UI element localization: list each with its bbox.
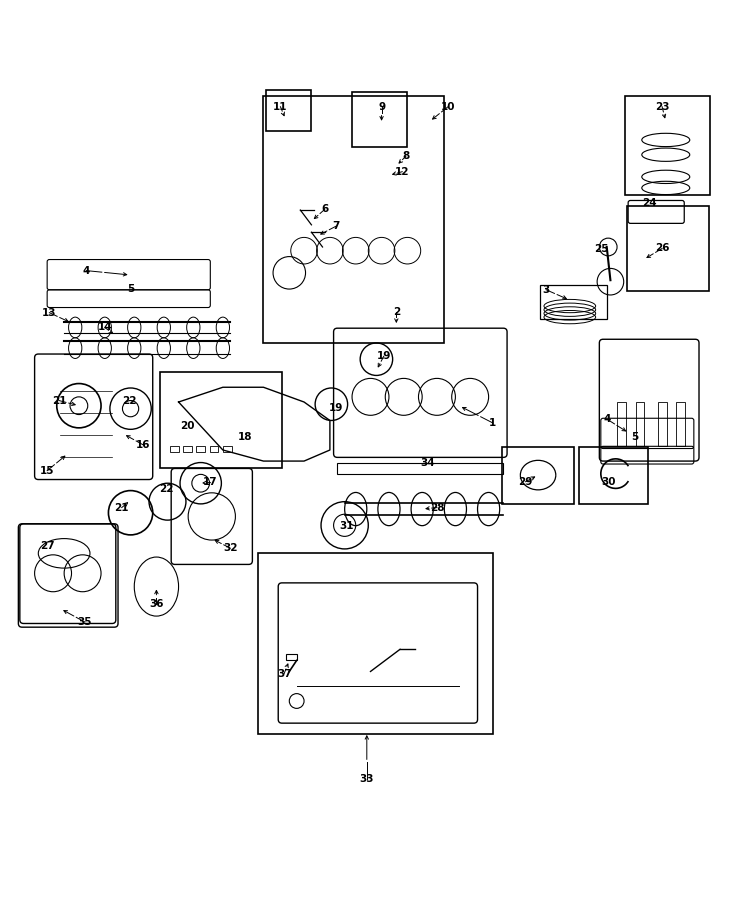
Bar <box>676 402 685 446</box>
Text: 22: 22 <box>122 395 136 406</box>
Text: 1: 1 <box>488 418 496 428</box>
Bar <box>223 446 232 452</box>
Text: 37: 37 <box>277 669 291 679</box>
Bar <box>196 446 205 452</box>
Bar <box>502 447 574 504</box>
Bar <box>259 554 493 734</box>
Text: 26: 26 <box>655 244 669 254</box>
Text: 3: 3 <box>542 284 550 295</box>
Bar <box>160 372 282 468</box>
Bar <box>264 95 445 343</box>
Text: 21: 21 <box>114 502 129 513</box>
Bar <box>183 446 192 452</box>
Bar <box>658 402 666 446</box>
Text: 16: 16 <box>136 440 150 450</box>
Text: 11: 11 <box>273 102 288 112</box>
Text: 21: 21 <box>52 395 66 406</box>
Text: 27: 27 <box>40 541 55 551</box>
Text: 33: 33 <box>359 773 374 784</box>
Text: 14: 14 <box>97 322 112 332</box>
Text: 19: 19 <box>376 351 391 361</box>
Text: 22: 22 <box>159 484 173 494</box>
Bar <box>170 446 179 452</box>
Text: 17: 17 <box>203 478 218 488</box>
Text: 34: 34 <box>421 458 436 468</box>
Text: 5: 5 <box>127 284 134 294</box>
Text: 32: 32 <box>223 544 237 554</box>
Text: 5: 5 <box>631 433 639 443</box>
Bar <box>210 446 219 452</box>
Bar <box>636 402 645 446</box>
Text: 24: 24 <box>642 198 657 208</box>
Bar <box>266 91 311 131</box>
Text: 23: 23 <box>655 102 669 112</box>
Text: 30: 30 <box>602 477 617 487</box>
Text: 8: 8 <box>402 151 410 161</box>
Text: 12: 12 <box>395 166 410 176</box>
Text: 36: 36 <box>149 598 164 608</box>
Text: 2: 2 <box>393 307 400 317</box>
Text: 13: 13 <box>42 308 56 318</box>
Text: 6: 6 <box>321 204 328 214</box>
Bar <box>352 92 408 148</box>
Text: 9: 9 <box>378 102 385 112</box>
Text: 20: 20 <box>180 420 195 430</box>
Text: 28: 28 <box>430 502 444 513</box>
Text: 10: 10 <box>441 102 455 112</box>
Text: 4: 4 <box>82 266 90 275</box>
Bar <box>617 402 626 446</box>
Bar <box>579 447 648 504</box>
Text: 4: 4 <box>603 414 611 424</box>
Text: 35: 35 <box>78 617 92 627</box>
Text: 7: 7 <box>332 221 339 231</box>
Text: 25: 25 <box>594 244 609 254</box>
Text: 19: 19 <box>328 403 343 413</box>
Text: 29: 29 <box>519 477 533 487</box>
Text: 15: 15 <box>40 465 54 476</box>
Text: 18: 18 <box>238 432 252 442</box>
Bar <box>625 95 710 195</box>
Bar <box>627 206 709 292</box>
Text: 31: 31 <box>339 521 354 531</box>
Bar <box>285 654 296 661</box>
